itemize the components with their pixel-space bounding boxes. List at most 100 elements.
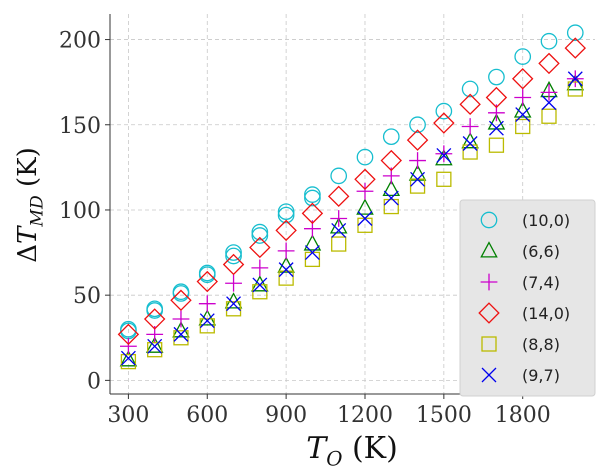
data-point xyxy=(514,89,532,106)
data-point xyxy=(147,338,163,354)
data-point xyxy=(566,24,584,42)
data-point xyxy=(225,244,242,261)
data-point xyxy=(383,198,399,215)
y-tick-label: 100 xyxy=(59,199,101,224)
data-point xyxy=(251,259,269,277)
data-point xyxy=(357,211,373,226)
data-point xyxy=(199,313,215,329)
data-point xyxy=(198,295,216,313)
data-point xyxy=(119,350,138,367)
data-point xyxy=(225,301,242,317)
data-point xyxy=(117,323,140,346)
data-point xyxy=(435,102,453,120)
data-point xyxy=(252,277,268,293)
data-point xyxy=(303,234,322,251)
x-axis-label: TO (K) xyxy=(306,431,398,466)
data-point xyxy=(540,83,558,101)
data-point xyxy=(488,137,505,153)
data-point xyxy=(515,107,531,122)
data-point xyxy=(196,270,218,293)
x-tick-label: 1500 xyxy=(416,403,472,428)
data-point xyxy=(120,350,136,366)
data-point xyxy=(304,189,321,207)
data-point xyxy=(251,223,269,241)
data-point xyxy=(382,128,400,146)
legend-label: (14,0) xyxy=(522,304,570,323)
data-point xyxy=(462,144,478,160)
data-point xyxy=(146,302,164,319)
legend-label: (9,7) xyxy=(522,366,560,385)
data-point xyxy=(409,116,426,134)
legend-label: (8,8) xyxy=(522,335,560,354)
legend: (10,0) (6,6) (7,4) (14,0) (8,8) (9,7) xyxy=(459,199,596,397)
y-axis-ticks: 0 50 100 150 200 xyxy=(59,29,110,394)
data-point xyxy=(277,203,295,221)
x-tick-label: 300 xyxy=(107,403,149,428)
data-point xyxy=(225,247,242,265)
legend-marker xyxy=(481,367,497,383)
legend-label: (10,0) xyxy=(522,211,570,230)
data-point xyxy=(459,93,481,116)
data-point xyxy=(145,336,164,353)
data-point xyxy=(564,37,587,59)
legend-label: (6,6) xyxy=(522,242,560,261)
data-point xyxy=(485,86,508,109)
x-tick-label: 1800 xyxy=(495,403,551,428)
data-point xyxy=(275,219,297,242)
data-point xyxy=(435,149,453,166)
legend-marker xyxy=(480,273,498,291)
data-point xyxy=(278,262,294,278)
legend-marker xyxy=(480,241,498,258)
y-tick-label: 50 xyxy=(73,284,101,309)
y-tick-label: 150 xyxy=(59,114,101,139)
data-point xyxy=(409,152,426,169)
data-point xyxy=(356,198,374,215)
data-point xyxy=(277,206,295,224)
x-tick-label: 1200 xyxy=(337,403,393,428)
data-point xyxy=(540,32,558,50)
data-point xyxy=(433,112,455,134)
x-tick-label: 900 xyxy=(265,403,307,428)
data-point xyxy=(436,147,452,163)
data-point xyxy=(356,148,374,166)
legend-box xyxy=(459,199,596,397)
data-point xyxy=(330,167,348,185)
data-point xyxy=(409,178,426,194)
data-point xyxy=(251,227,269,244)
data-point xyxy=(198,266,216,284)
data-point xyxy=(143,308,166,330)
legend-marker xyxy=(478,302,500,324)
data-point xyxy=(511,68,534,90)
data-point xyxy=(120,337,137,355)
y-tick-label: 0 xyxy=(87,369,101,394)
data-point xyxy=(462,136,478,151)
data-point xyxy=(277,242,295,260)
data-point xyxy=(410,171,426,187)
data-point xyxy=(222,253,245,276)
data-point xyxy=(488,68,505,86)
data-point xyxy=(356,182,374,200)
data-point xyxy=(170,289,192,311)
data-point xyxy=(380,149,402,172)
data-point xyxy=(147,342,163,358)
data-point xyxy=(461,118,479,135)
data-point xyxy=(330,210,348,227)
data-point xyxy=(304,186,321,203)
data-point xyxy=(224,292,243,309)
y-tick-label: 200 xyxy=(59,29,101,54)
data-point xyxy=(226,296,242,312)
data-point xyxy=(173,330,189,346)
legend-marker xyxy=(480,211,498,229)
y-axis-label: ΔTMD (K) xyxy=(13,147,48,262)
data-point xyxy=(435,145,453,163)
data-point xyxy=(382,179,401,197)
data-point xyxy=(172,310,190,328)
data-point xyxy=(541,95,557,111)
data-point xyxy=(488,120,504,136)
data-point xyxy=(249,236,271,259)
data-point xyxy=(406,129,429,151)
data-point xyxy=(567,71,583,87)
legend-label: (7,4) xyxy=(522,273,560,292)
x-axis-ticks: 300 600 900 1200 1500 1800 xyxy=(107,394,551,428)
